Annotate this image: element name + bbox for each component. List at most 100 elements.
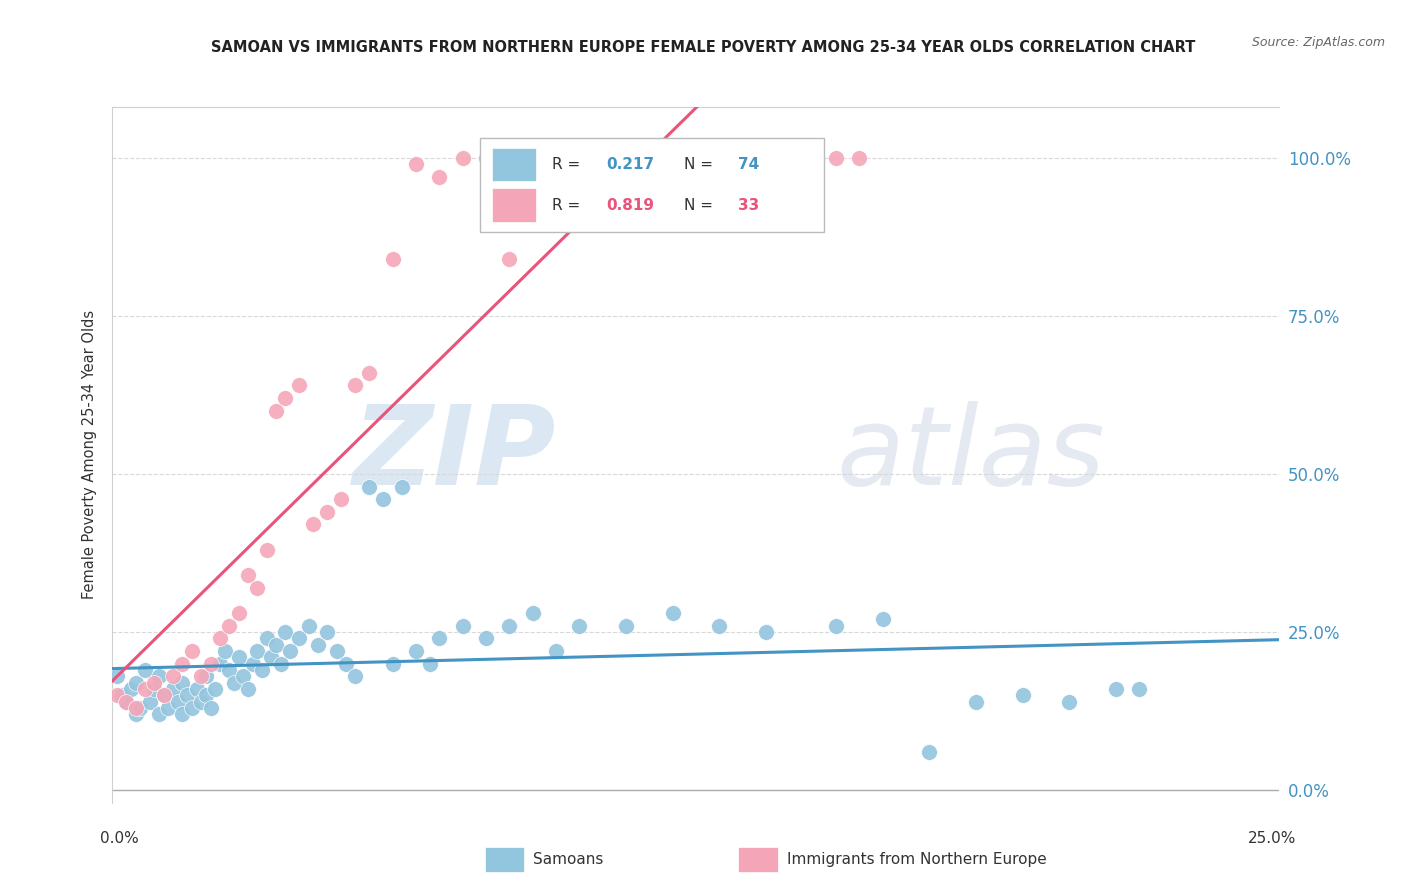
Point: [125, 701, 148, 715]
Point: [228, 650, 250, 665]
Text: atlas: atlas: [837, 401, 1105, 508]
Point: [498, 252, 520, 266]
Point: [134, 663, 156, 677]
Point: [274, 625, 297, 640]
Point: [1059, 695, 1081, 709]
FancyBboxPatch shape: [479, 138, 824, 232]
Text: SAMOAN VS IMMIGRANTS FROM NORTHERN EUROPE FEMALE POVERTY AMONG 25-34 YEAR OLDS C: SAMOAN VS IMMIGRANTS FROM NORTHERN EUROP…: [211, 40, 1195, 55]
Point: [250, 663, 273, 677]
Point: [200, 657, 222, 671]
Point: [214, 644, 236, 658]
Point: [256, 632, 278, 646]
Text: Immigrants from Northern Europe: Immigrants from Northern Europe: [787, 853, 1047, 867]
Point: [134, 681, 156, 696]
Text: 74: 74: [738, 157, 759, 172]
Point: [270, 657, 292, 671]
Text: Samoans: Samoans: [533, 853, 603, 867]
Point: [427, 169, 450, 184]
Point: [105, 688, 128, 702]
Text: ZIP: ZIP: [353, 401, 555, 508]
Point: [162, 681, 184, 696]
Point: [208, 657, 231, 671]
Point: [186, 681, 208, 696]
Point: [162, 669, 184, 683]
Point: [143, 675, 166, 690]
Point: [544, 644, 567, 658]
Point: [475, 151, 498, 165]
Point: [222, 675, 245, 690]
Point: [755, 625, 778, 640]
Point: [330, 492, 353, 507]
Point: [344, 669, 367, 683]
Point: [180, 701, 202, 715]
Point: [208, 632, 231, 646]
Point: [359, 479, 381, 493]
Text: 0.217: 0.217: [606, 157, 654, 172]
Point: [419, 657, 441, 671]
Point: [143, 681, 166, 696]
Point: [125, 707, 148, 722]
Point: [278, 644, 301, 658]
Point: [344, 378, 367, 392]
Text: 33: 33: [738, 198, 759, 212]
Point: [825, 151, 848, 165]
Point: [200, 701, 222, 715]
Point: [451, 618, 474, 632]
Text: N =: N =: [685, 157, 718, 172]
Point: [475, 632, 498, 646]
Point: [105, 669, 128, 683]
Text: 0.819: 0.819: [606, 198, 654, 212]
Point: [180, 644, 202, 658]
Point: [115, 695, 138, 709]
Point: [405, 157, 427, 171]
Text: 25.0%: 25.0%: [1249, 831, 1296, 846]
Point: [176, 688, 198, 702]
Point: [153, 688, 176, 702]
Point: [172, 707, 194, 722]
Point: [709, 618, 731, 632]
Point: [381, 252, 404, 266]
Point: [236, 681, 259, 696]
Point: [316, 625, 339, 640]
Point: [1105, 681, 1128, 696]
Point: [274, 391, 297, 405]
Point: [264, 638, 287, 652]
Text: Source: ZipAtlas.com: Source: ZipAtlas.com: [1251, 36, 1385, 49]
Point: [307, 638, 329, 652]
Point: [232, 669, 254, 683]
Point: [288, 378, 311, 392]
Text: R =: R =: [553, 157, 585, 172]
Point: [288, 632, 311, 646]
Point: [1011, 688, 1033, 702]
Point: [451, 151, 474, 165]
Point: [256, 542, 278, 557]
Point: [297, 618, 319, 632]
Point: [825, 618, 848, 632]
Point: [246, 644, 269, 658]
Point: [236, 568, 259, 582]
Point: [242, 657, 264, 671]
Point: [246, 581, 269, 595]
Point: [498, 618, 520, 632]
Point: [129, 701, 152, 715]
Point: [218, 618, 240, 632]
Point: [115, 695, 138, 709]
Point: [405, 644, 427, 658]
Point: [139, 695, 162, 709]
Point: [148, 669, 170, 683]
Point: [153, 688, 176, 702]
Y-axis label: Female Poverty Among 25-34 Year Olds: Female Poverty Among 25-34 Year Olds: [82, 310, 97, 599]
Point: [391, 479, 413, 493]
Point: [204, 681, 226, 696]
Point: [172, 657, 194, 671]
Point: [125, 675, 148, 690]
Point: [381, 657, 404, 671]
Point: [568, 618, 591, 632]
Point: [373, 492, 395, 507]
Point: [148, 707, 170, 722]
Point: [260, 650, 283, 665]
Point: [172, 675, 194, 690]
Point: [111, 688, 134, 702]
Point: [1128, 681, 1150, 696]
Point: [661, 606, 683, 620]
